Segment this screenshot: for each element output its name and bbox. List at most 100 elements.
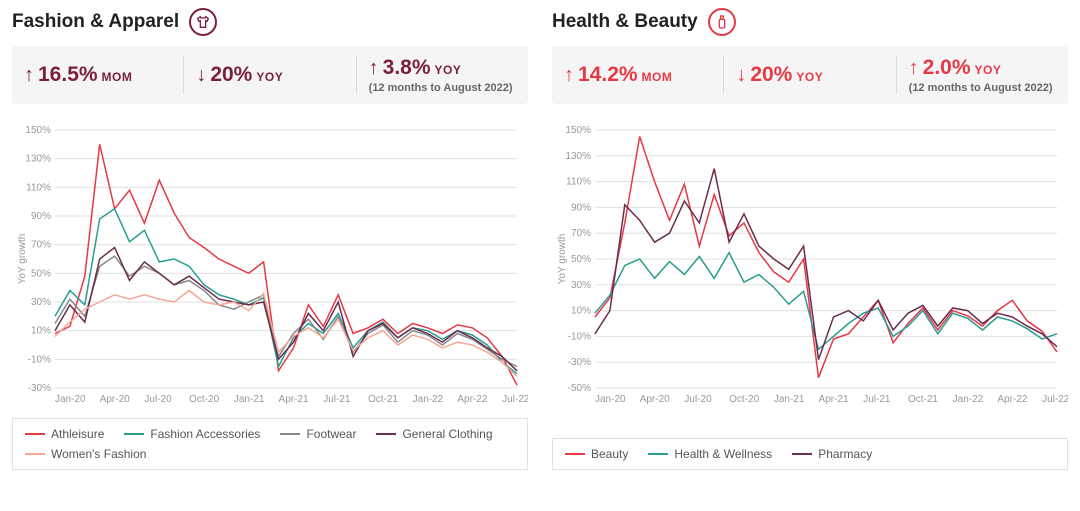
- svg-text:10%: 10%: [571, 306, 591, 317]
- stat-block: ↑ 14.2% MOM: [552, 56, 724, 94]
- svg-text:Oct-21: Oct-21: [368, 394, 398, 405]
- stat-sub: (12 months to August 2022): [909, 82, 1056, 94]
- svg-text:Jul-20: Jul-20: [684, 394, 712, 405]
- svg-text:Apr-21: Apr-21: [279, 394, 309, 405]
- arrow-down-icon: ↓: [196, 65, 206, 85]
- svg-text:Jul-22: Jul-22: [502, 394, 528, 405]
- arrow-up-icon: ↑: [369, 58, 379, 78]
- stat-label: MOM: [102, 70, 133, 84]
- svg-text:150%: 150%: [565, 125, 591, 136]
- stat-label: YOY: [435, 63, 462, 77]
- svg-text:Apr-20: Apr-20: [100, 394, 130, 405]
- svg-text:Oct-20: Oct-20: [729, 394, 759, 405]
- panel-0: Fashion & Apparel ↑ 16.5% MOM ↓ 20% YOY …: [12, 8, 528, 470]
- svg-text:-50%: -50%: [568, 383, 591, 394]
- legend-item: Pharmacy: [792, 447, 872, 461]
- legend-item: Women's Fashion: [25, 447, 146, 461]
- svg-text:Jan-21: Jan-21: [234, 394, 265, 405]
- svg-text:YoY growth: YoY growth: [557, 234, 568, 285]
- svg-text:110%: 110%: [26, 182, 51, 193]
- stat-value: 3.8%: [383, 56, 431, 80]
- svg-text:Apr-20: Apr-20: [640, 394, 670, 405]
- legend-swatch: [792, 453, 812, 455]
- svg-text:10%: 10%: [31, 326, 51, 337]
- panel-header: Health & Beauty: [552, 8, 1068, 36]
- svg-text:-10%: -10%: [568, 331, 591, 342]
- svg-text:110%: 110%: [566, 177, 591, 188]
- svg-text:Jan-22: Jan-22: [413, 394, 444, 405]
- stat-value: 20%: [750, 63, 792, 87]
- svg-text:130%: 130%: [565, 151, 591, 162]
- svg-text:90%: 90%: [571, 202, 591, 213]
- legend-label: Beauty: [591, 447, 628, 461]
- panel-title: Fashion & Apparel: [12, 11, 179, 33]
- svg-text:Jan-22: Jan-22: [953, 394, 984, 405]
- shirt-icon: [189, 8, 217, 36]
- arrow-down-icon: ↓: [736, 65, 746, 85]
- legend-swatch: [25, 453, 45, 455]
- svg-text:30%: 30%: [31, 297, 51, 308]
- line-chart: -30%-10%10%30%50%70%90%110%130%150%Jan-2…: [12, 122, 528, 412]
- svg-text:50%: 50%: [571, 254, 591, 265]
- stat-value: 16.5%: [38, 63, 98, 87]
- stat-block: ↑ 3.8% YOY (12 months to August 2022): [357, 56, 528, 94]
- legend-item: Fashion Accessories: [124, 427, 260, 441]
- stat-value: 2.0%: [923, 56, 971, 80]
- legend-swatch: [124, 433, 144, 435]
- stat-value: 20%: [210, 63, 252, 87]
- svg-text:150%: 150%: [25, 125, 51, 136]
- arrow-up-icon: ↑: [564, 65, 574, 85]
- svg-text:-30%: -30%: [28, 383, 51, 394]
- svg-text:70%: 70%: [31, 240, 51, 251]
- svg-text:Apr-21: Apr-21: [819, 394, 849, 405]
- legend-label: Fashion Accessories: [150, 427, 260, 441]
- panel-title: Health & Beauty: [552, 11, 698, 33]
- arrow-up-icon: ↑: [909, 58, 919, 78]
- legend-item: Beauty: [565, 447, 628, 461]
- chart-legend: Athleisure Fashion Accessories Footwear Gen…: [12, 418, 528, 470]
- svg-text:30%: 30%: [571, 280, 591, 291]
- stat-label: YOY: [256, 70, 283, 84]
- svg-text:Apr-22: Apr-22: [997, 394, 1027, 405]
- stat-block: ↓ 20% YOY: [184, 56, 356, 94]
- stat-block: ↓ 20% YOY: [724, 56, 896, 94]
- panel-1: Health & Beauty ↑ 14.2% MOM ↓ 20% YOY ↑ …: [552, 8, 1068, 470]
- svg-text:Jan-20: Jan-20: [595, 394, 626, 405]
- svg-text:70%: 70%: [571, 228, 591, 239]
- svg-text:Jul-21: Jul-21: [323, 394, 351, 405]
- stat-label: YOY: [975, 63, 1002, 77]
- svg-text:-30%: -30%: [568, 357, 591, 368]
- stat-block: ↑ 16.5% MOM: [12, 56, 184, 94]
- svg-text:Jul-20: Jul-20: [144, 394, 172, 405]
- svg-text:Jan-21: Jan-21: [774, 394, 805, 405]
- legend-swatch: [25, 433, 45, 435]
- stat-sub: (12 months to August 2022): [369, 82, 516, 94]
- svg-text:Jan-20: Jan-20: [55, 394, 86, 405]
- svg-text:130%: 130%: [25, 154, 51, 165]
- legend-item: Footwear: [280, 427, 356, 441]
- panel-header: Fashion & Apparel: [12, 8, 528, 36]
- svg-text:Jul-21: Jul-21: [863, 394, 891, 405]
- stat-label: MOM: [642, 70, 673, 84]
- line-chart: -50% -30% -10% 10% 30% 50% 70% 90% 110% 130% 150% J…: [552, 122, 1068, 432]
- legend-label: Pharmacy: [818, 447, 872, 461]
- svg-text:50%: 50%: [31, 268, 51, 279]
- bottle-icon: [708, 8, 736, 36]
- svg-text:Oct-20: Oct-20: [189, 394, 219, 405]
- legend-swatch: [376, 433, 396, 435]
- legend-label: General Clothing: [402, 427, 492, 441]
- legend-swatch: [280, 433, 300, 435]
- legend-label: Women's Fashion: [51, 447, 146, 461]
- svg-text:Apr-22: Apr-22: [457, 394, 487, 405]
- stat-block: ↑ 2.0% YOY (12 months to August 2022): [897, 56, 1068, 94]
- stat-label: YOY: [796, 70, 823, 84]
- chart-legend: Beauty Health & Wellness Pharmacy: [552, 438, 1068, 470]
- stats-row: ↑ 16.5% MOM ↓ 20% YOY ↑ 3.8% YOY (12 mon…: [12, 46, 528, 104]
- svg-text:Jul-22: Jul-22: [1042, 394, 1068, 405]
- legend-label: Athleisure: [51, 427, 104, 441]
- legend-label: Health & Wellness: [674, 447, 772, 461]
- legend-item: Athleisure: [25, 427, 104, 441]
- legend-label: Footwear: [306, 427, 356, 441]
- svg-text:-10%: -10%: [28, 354, 51, 365]
- stats-row: ↑ 14.2% MOM ↓ 20% YOY ↑ 2.0% YOY (12 mon…: [552, 46, 1068, 104]
